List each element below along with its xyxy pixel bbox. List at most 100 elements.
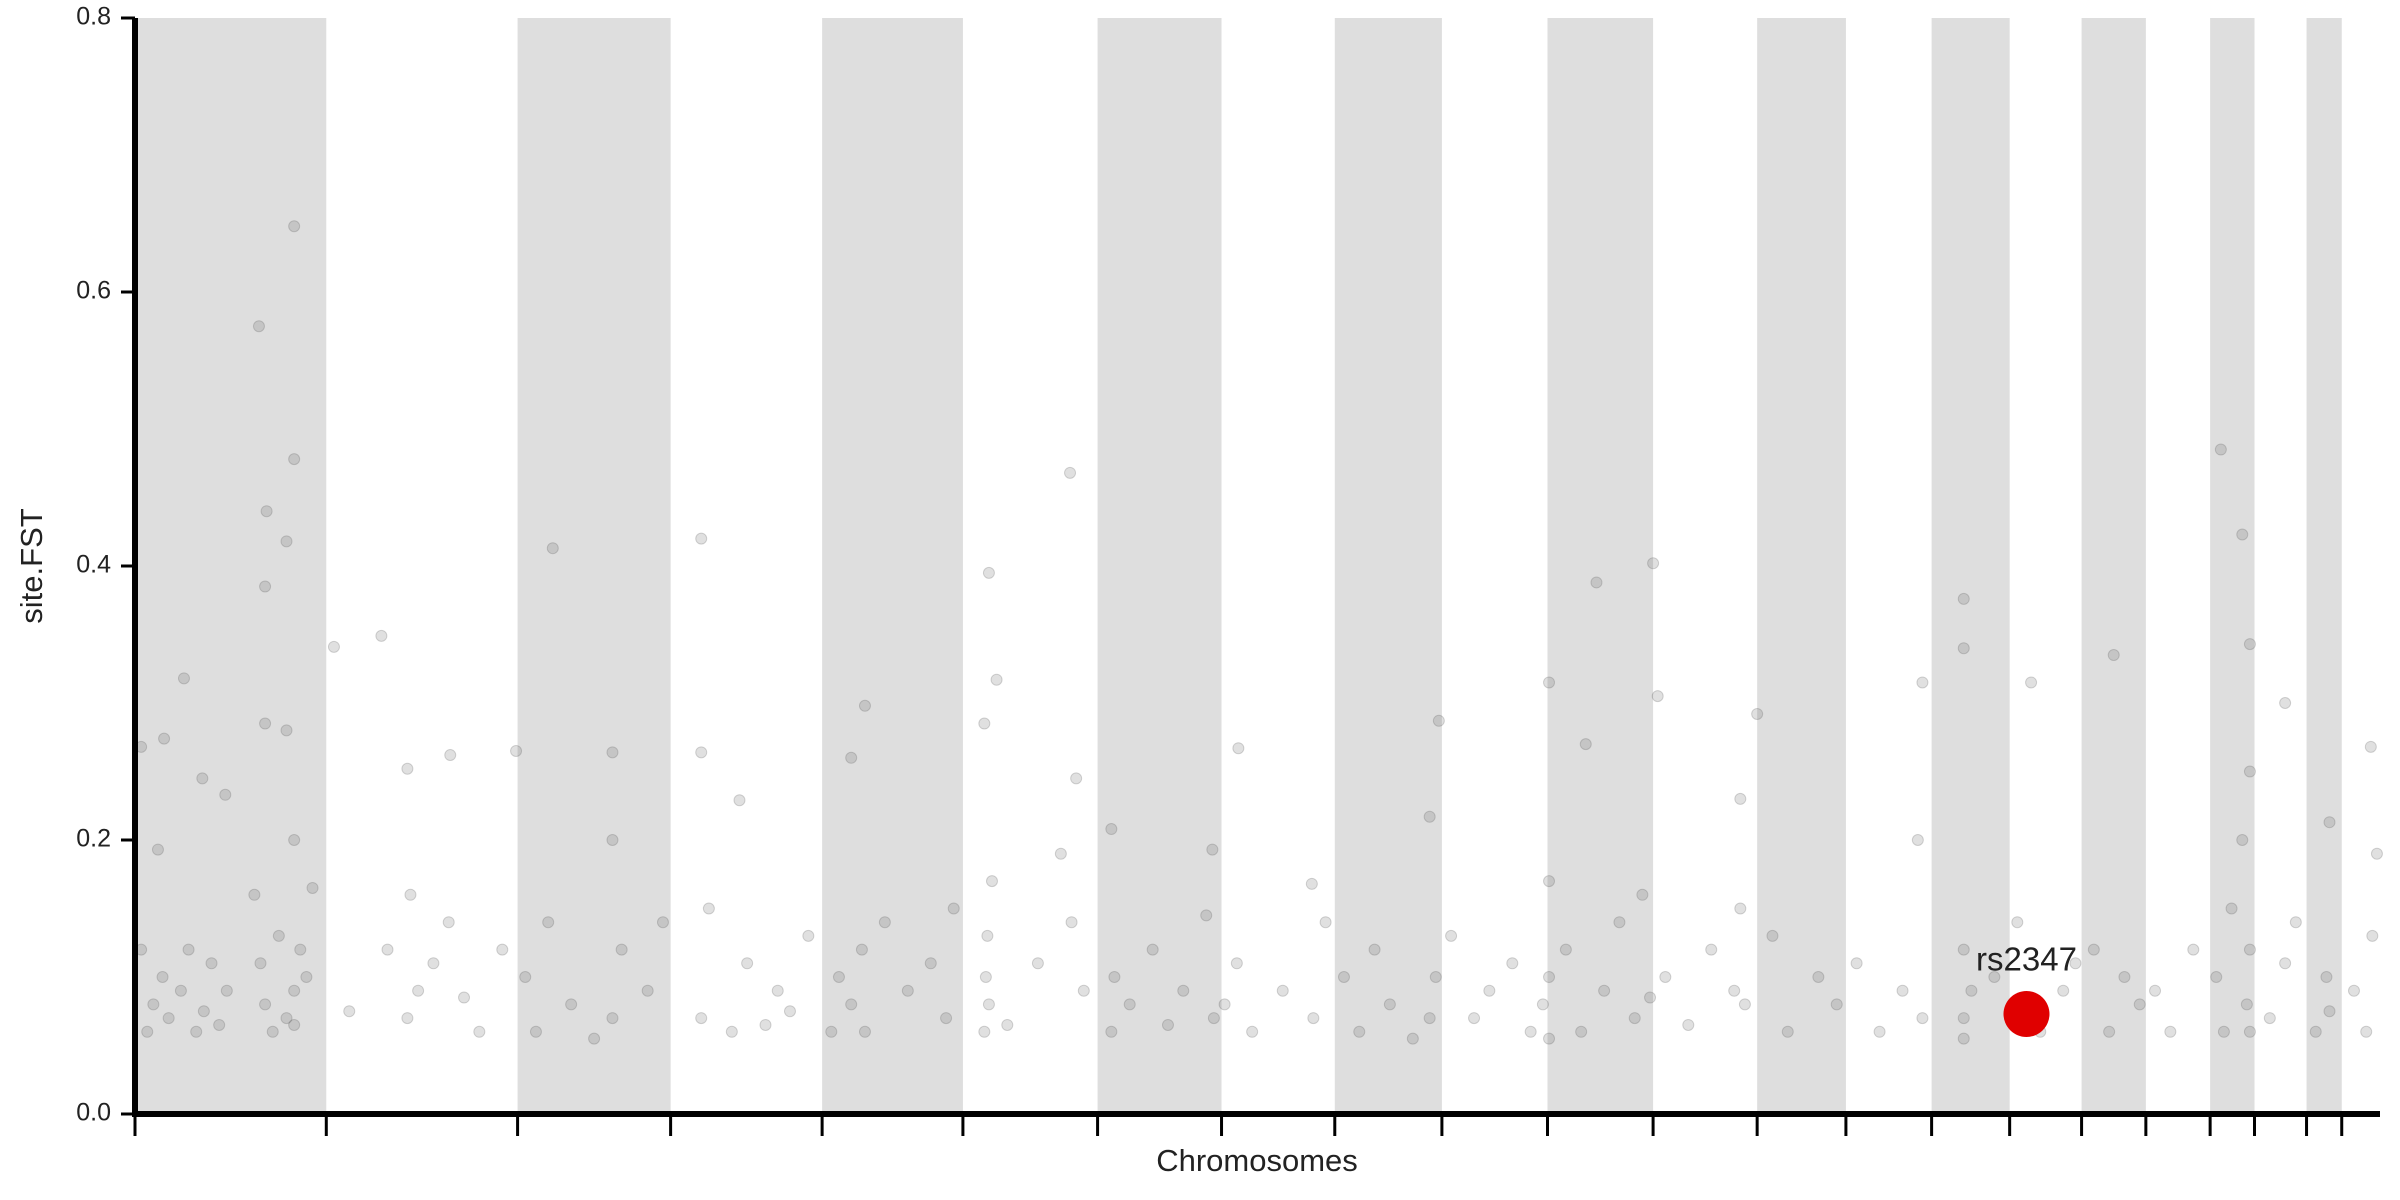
snp-point (695, 746, 708, 759)
snp-point (1559, 943, 1572, 956)
snp-point (1916, 1012, 1929, 1025)
snp-point (1636, 888, 1649, 901)
snp-point (2210, 971, 2223, 983)
snp-point (1206, 843, 1219, 856)
snp-point (565, 998, 578, 1011)
snp-point (412, 984, 425, 997)
snp-point (213, 1018, 226, 1031)
snp-point (858, 1025, 871, 1038)
snp-point (1445, 929, 1458, 942)
snp-point (1628, 1012, 1641, 1025)
snp-point (1070, 772, 1083, 785)
y-tick-label: 0.0 (76, 1099, 111, 1127)
snp-point (401, 762, 414, 775)
snp-point (1123, 998, 1136, 1011)
highlight-point (2003, 990, 2050, 1037)
snp-point (260, 505, 273, 518)
snp-point (473, 1025, 486, 1038)
snp-point (259, 998, 272, 1011)
snp-point (641, 984, 654, 997)
snp-point (1957, 1032, 1970, 1045)
chromosome-band (1334, 18, 1442, 1114)
snp-point (1177, 984, 1190, 997)
snp-point (1896, 984, 1909, 997)
snp-point (2107, 649, 2120, 662)
snp-point (259, 717, 272, 730)
snp-point (2164, 1025, 2177, 1038)
snp-point (2236, 528, 2249, 541)
snp-point (1001, 1018, 1014, 1031)
snp-point (306, 881, 319, 894)
snp-point (542, 916, 555, 929)
snp-point (2243, 638, 2256, 651)
snp-point (2243, 943, 2256, 956)
snp-point (381, 943, 394, 956)
snp-point (2057, 984, 2070, 997)
snp-point (1613, 916, 1626, 929)
snp-point (982, 566, 995, 579)
snp-point (1065, 916, 1078, 929)
snp-point (2087, 943, 2100, 956)
snp-point (606, 746, 619, 759)
x-axis-label: Chromosomes (1156, 1143, 1358, 1178)
snp-point (2320, 971, 2333, 983)
snp-point (1647, 557, 1660, 570)
snp-point (141, 1025, 154, 1038)
chromosome-band (1757, 18, 1846, 1114)
snp-point (510, 744, 523, 757)
snp-point (2370, 847, 2383, 860)
snp-point (1579, 738, 1592, 751)
snp-point (2069, 957, 2082, 970)
snp-point (343, 1005, 356, 1018)
snp-point (401, 1012, 414, 1025)
snp-point (725, 1025, 738, 1038)
snp-point (2214, 443, 2227, 456)
snp-point (845, 751, 858, 764)
snp-point (219, 788, 232, 801)
snp-point (190, 1025, 203, 1038)
snp-point (294, 943, 307, 956)
snp-point (2217, 1025, 2230, 1038)
snp-point (2279, 957, 2292, 970)
snp-point (901, 984, 914, 997)
snp-point (1957, 592, 1970, 605)
snp-point (1543, 676, 1556, 689)
snp-point (940, 1012, 953, 1025)
snp-point (1682, 1018, 1695, 1031)
snp-point (151, 843, 164, 856)
snp-point (606, 834, 619, 846)
snp-point (288, 220, 301, 233)
snp-point (1766, 929, 1779, 942)
snp-point (220, 984, 233, 997)
y-tick-label: 0.6 (76, 277, 111, 305)
snp-point (288, 984, 301, 997)
snp-point (288, 834, 301, 846)
snp-point (259, 580, 272, 593)
snp-point (982, 998, 995, 1011)
snp-point (1337, 971, 1350, 983)
snp-point (1319, 916, 1332, 929)
snp-point (606, 1012, 619, 1025)
chromosome-band (2210, 18, 2255, 1114)
snp-point (1575, 1025, 1588, 1038)
chromosome-band (822, 18, 963, 1114)
snp-point (1543, 1032, 1556, 1045)
snp-point (1651, 690, 1664, 703)
snp-point (1988, 971, 2001, 983)
y-tick-label: 0.8 (76, 3, 111, 31)
snp-point (1644, 991, 1657, 1004)
snp-point (197, 1005, 210, 1018)
snp-point (1543, 971, 1556, 983)
snp-point (442, 916, 455, 929)
snp-point (444, 749, 457, 762)
snp-point (546, 542, 559, 555)
snp-point (1368, 943, 1381, 956)
snp-point (1738, 998, 1751, 1011)
snp-point (1406, 1032, 1419, 1045)
snp-point (1751, 707, 1764, 720)
snp-point (147, 998, 160, 1011)
y-tick-label: 0.4 (76, 551, 111, 579)
snp-point (496, 943, 509, 956)
